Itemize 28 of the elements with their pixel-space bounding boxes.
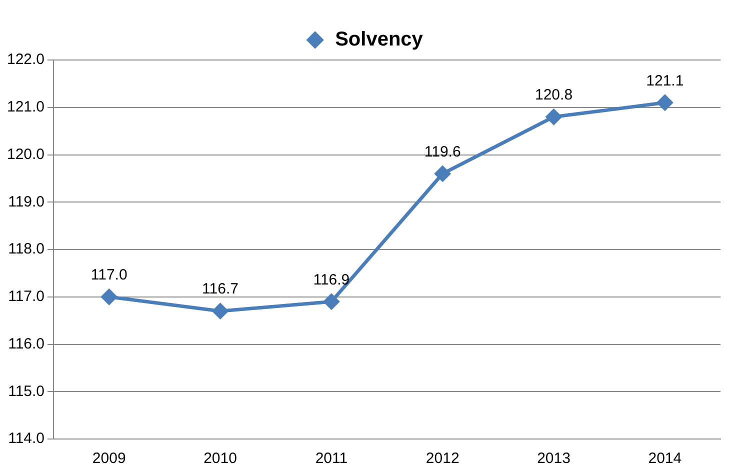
data-label: 116.7 <box>202 280 238 298</box>
legend-label: Solvency <box>335 28 424 51</box>
data-label: 117.0 <box>90 266 128 284</box>
point <box>212 303 228 319</box>
y-tick-label: 115.0 <box>8 382 45 400</box>
y-tick-label: 120.0 <box>6 146 45 163</box>
data-label: 120.8 <box>534 86 573 104</box>
y-tick-label: 114.0 <box>8 430 45 448</box>
x-tick-label: 2014 <box>648 450 682 468</box>
data-label: 119.6 <box>424 143 461 160</box>
y-tick-label: 122.0 <box>6 51 45 68</box>
data-label: 116.9 <box>313 271 350 288</box>
point <box>324 294 340 310</box>
y-tick-label: 121.0 <box>6 98 45 116</box>
point <box>101 289 117 305</box>
y-tick-label: 119.0 <box>8 193 45 210</box>
point <box>434 166 450 182</box>
x-tick-label: 2012 <box>426 450 460 468</box>
point <box>657 94 673 110</box>
y-tick-label: 117.0 <box>8 288 45 306</box>
x-tick-label: 2009 <box>92 450 126 468</box>
point <box>546 109 562 125</box>
y-tick-label: 118.0 <box>8 240 45 258</box>
data-label: 121.1 <box>646 72 684 90</box>
x-tick-label: 2013 <box>537 450 570 468</box>
x-tick-label: 2011 <box>315 450 348 468</box>
x-tick-label: 2010 <box>204 450 237 468</box>
y-tick-label: 116.0 <box>8 335 45 352</box>
